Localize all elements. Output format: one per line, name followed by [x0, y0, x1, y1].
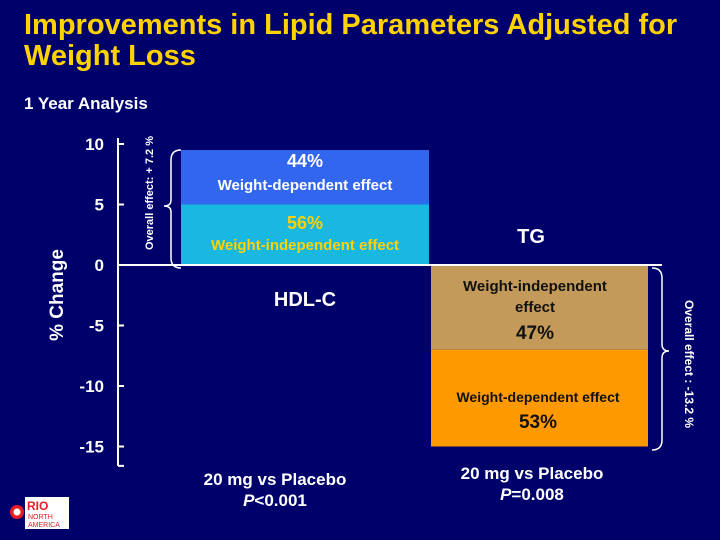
tg-dependent-name: Weight-dependent effect	[456, 389, 619, 405]
tg-p-value: P=0.008	[500, 485, 564, 504]
hdl-independent-bar	[181, 204, 429, 265]
y-tick-label: -15	[79, 438, 104, 457]
tg-overall-effect-label: Overall effect : -13.2 %	[682, 300, 696, 428]
y-axis-label: % Change	[47, 249, 68, 341]
hdl-overall-effect-label: Overall effect: + 7.2 %	[144, 136, 156, 250]
tg-comparison: 20 mg vs Placebo	[461, 464, 604, 483]
logo-backdrop	[25, 497, 69, 529]
hdl-p-number: <0.001	[254, 491, 306, 510]
logo-text-rio: RIO	[27, 499, 48, 513]
logo-white-ring	[13, 508, 21, 516]
logo-text-america: AMERICA	[28, 522, 60, 529]
hdl-category-label: HDL-C	[274, 289, 336, 311]
hdl-p-symbol: P	[243, 491, 255, 510]
hdl-dependent-percent: 44%	[287, 151, 323, 171]
logo-text-north: NORTH	[28, 514, 53, 521]
hdl-independent-name: Weight-independent effect	[211, 237, 399, 254]
rio-logo: RIO NORTH AMERICA	[10, 497, 69, 529]
tg-independent-name-line2: effect	[515, 299, 555, 316]
y-tick-label: -10	[79, 377, 104, 396]
tg-overall-brace	[651, 267, 670, 451]
slide-title: Improvements in Lipid Parameters Adjuste…	[24, 9, 678, 72]
hdl-overall-brace	[163, 149, 182, 269]
tg-p-symbol: P	[500, 485, 512, 504]
hdl-independent-percent: 56%	[287, 213, 323, 233]
hdl-comparison: 20 mg vs Placebo	[204, 470, 347, 489]
hdl-dependent-name: Weight-dependent effect	[218, 177, 393, 194]
y-tick-label: 0	[95, 256, 104, 275]
y-tick-label: 10	[85, 135, 104, 154]
tg-dependent-bar	[431, 349, 648, 447]
tg-dependent-percent: 53%	[519, 412, 557, 433]
tg-independent-percent: 47%	[516, 323, 554, 344]
y-tick-label: -5	[89, 317, 104, 336]
tg-category-label: TG	[517, 226, 545, 248]
hdl-dependent-bar	[181, 150, 429, 205]
tg-independent-name-line1: Weight-independent	[463, 278, 607, 295]
tg-p-number: =0.008	[511, 485, 563, 504]
hdl-p-value: P<0.001	[243, 491, 307, 510]
y-tick-label: 5	[95, 196, 104, 215]
slide-subtitle: 1 Year Analysis	[24, 94, 148, 113]
tg-independent-bar	[431, 265, 648, 350]
